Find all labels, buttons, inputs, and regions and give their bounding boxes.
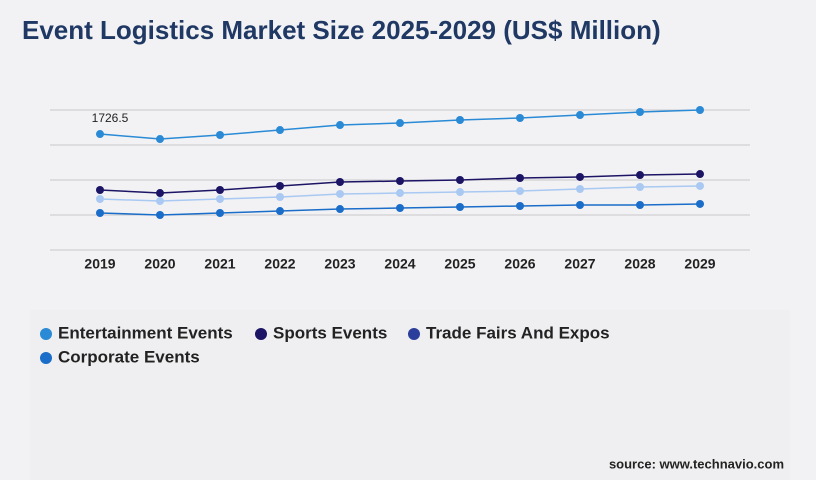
data-point	[216, 186, 224, 195]
data-point	[336, 178, 344, 187]
x-tick-label: 2024	[384, 256, 415, 272]
data-point	[96, 208, 104, 217]
data-point	[276, 207, 284, 216]
legend-marker	[40, 352, 52, 364]
data-point	[576, 172, 584, 181]
data-point	[96, 186, 104, 195]
data-label: 1726.5	[92, 111, 129, 125]
legend-label: Sports Events	[273, 323, 387, 342]
legend-label: Entertainment Events	[58, 323, 233, 342]
x-tick-label: 2022	[264, 256, 295, 272]
data-point	[156, 135, 164, 144]
data-point	[276, 126, 284, 135]
source: source: www.technavio.com	[609, 456, 784, 471]
data-point	[216, 130, 224, 139]
x-tick-label: 2026	[504, 256, 535, 272]
data-point	[696, 199, 704, 208]
data-point	[216, 208, 224, 217]
data-point	[696, 170, 704, 179]
data-point	[696, 181, 704, 190]
data-point	[576, 111, 584, 120]
data-point	[96, 195, 104, 204]
data-point	[276, 181, 284, 190]
data-point	[396, 189, 404, 198]
x-tick-label: 2021	[204, 256, 235, 272]
data-point	[456, 116, 464, 125]
x-tick-label: 2027	[564, 256, 595, 272]
x-tick-label: 2028	[624, 256, 655, 272]
data-point	[216, 195, 224, 204]
data-point	[576, 200, 584, 209]
data-point	[336, 189, 344, 198]
x-tick-label: 2023	[324, 256, 355, 272]
x-tick-label: 2019	[84, 256, 115, 272]
data-point	[636, 171, 644, 180]
data-point	[396, 119, 404, 128]
data-point	[336, 205, 344, 214]
x-tick-label: 2025	[444, 256, 475, 272]
legend-marker	[255, 328, 267, 340]
data-point	[456, 188, 464, 197]
data-point	[456, 203, 464, 212]
data-point	[576, 185, 584, 194]
data-point	[516, 201, 524, 210]
legend-marker	[408, 328, 420, 340]
data-point	[156, 197, 164, 206]
x-tick-label: 2020	[144, 256, 175, 272]
data-point	[516, 187, 524, 196]
data-point	[636, 108, 644, 117]
data-point	[336, 121, 344, 130]
legend-marker	[40, 328, 52, 340]
data-point	[636, 182, 644, 191]
data-point	[516, 113, 524, 122]
data-point	[456, 176, 464, 184]
legend-label: Corporate Events	[58, 347, 200, 366]
data-point	[636, 200, 644, 209]
data-point	[696, 106, 704, 114]
data-point	[96, 130, 104, 139]
legend-label: Trade Fairs And Expos	[426, 323, 610, 342]
data-point	[516, 173, 524, 182]
data-point	[396, 177, 404, 186]
data-point	[156, 189, 164, 198]
data-point	[396, 204, 404, 213]
data-point	[156, 211, 164, 219]
data-point	[276, 192, 284, 201]
chart-title: Event Logistics Market Size 2025-2029 (U…	[22, 15, 661, 45]
x-tick-label: 2029	[684, 256, 715, 272]
